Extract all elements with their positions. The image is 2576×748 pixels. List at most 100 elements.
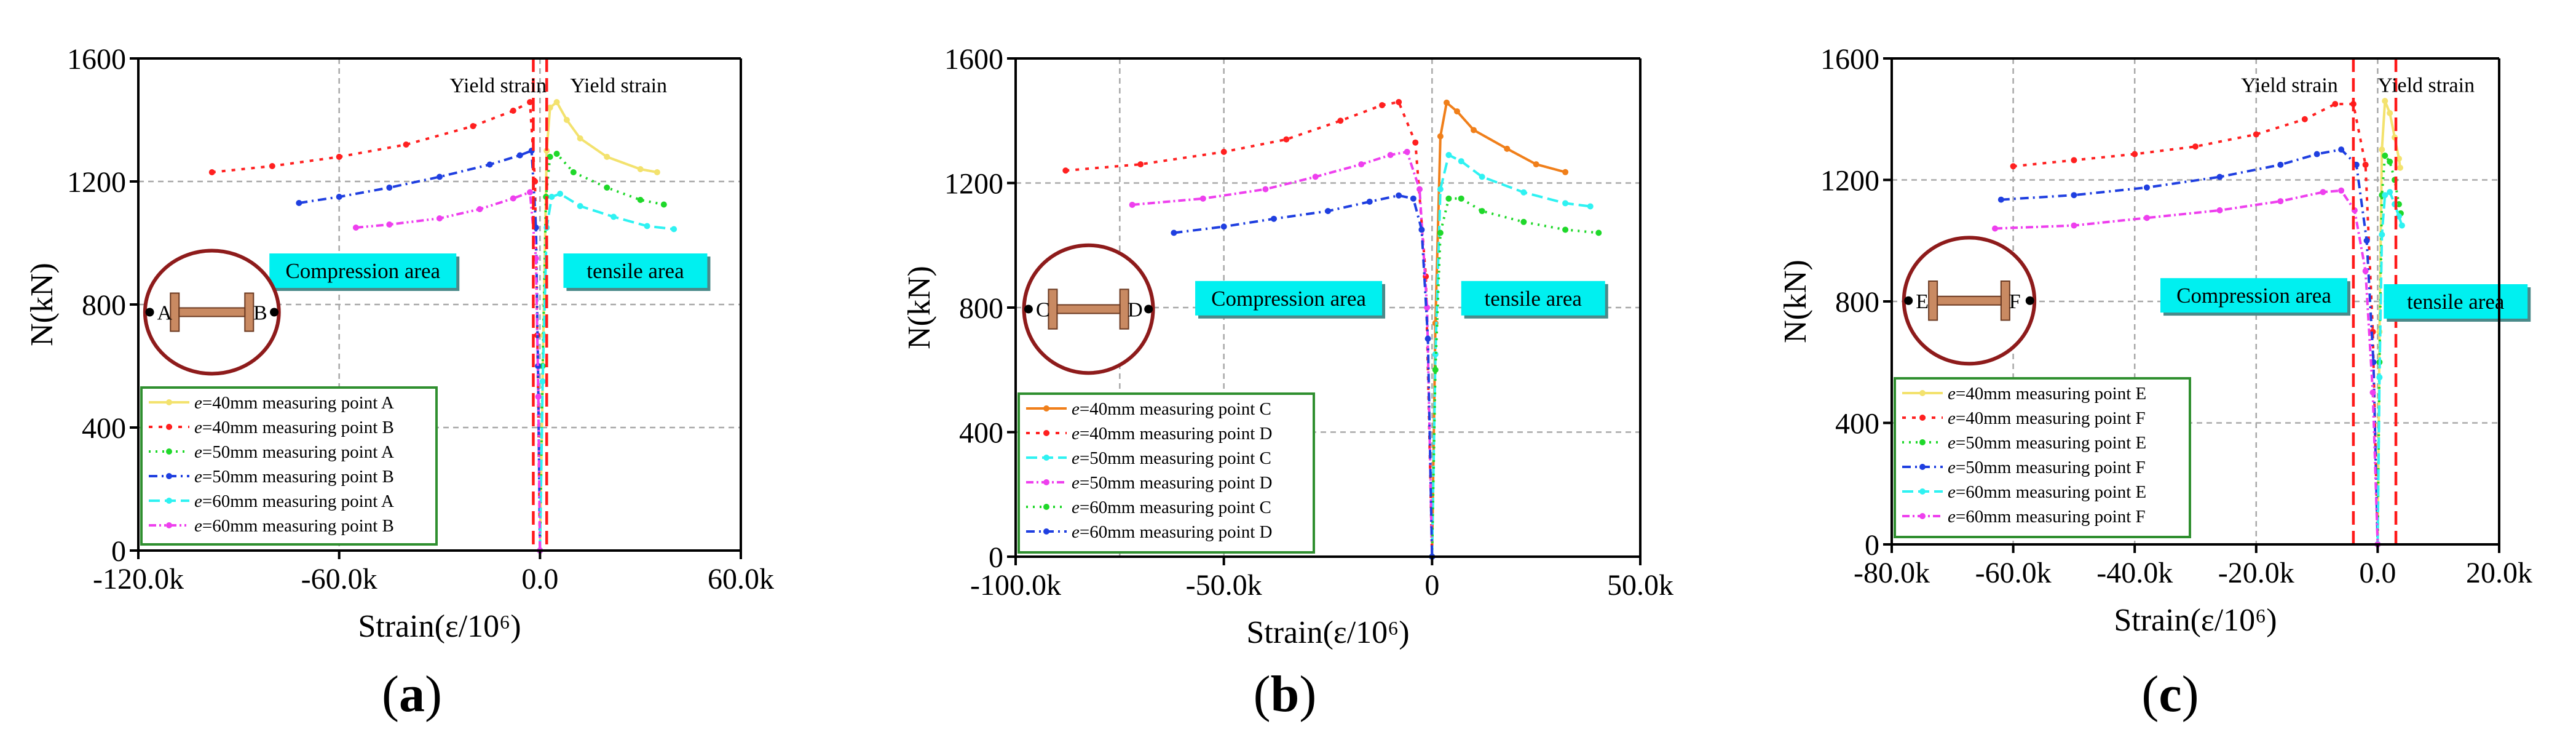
data-point (1412, 139, 1419, 146)
measuring-point-left-label: A (157, 302, 173, 325)
data-point (610, 213, 617, 220)
x-tick-label: -80.0k (1854, 557, 1930, 589)
data-point (2382, 192, 2388, 199)
data-point (1445, 151, 1452, 158)
data-point (2379, 231, 2385, 238)
data-point (1504, 145, 1511, 152)
data-point (671, 226, 678, 233)
x-tick-label: -60.0k (1975, 557, 2052, 589)
legend-entry: e=50mm measuring point B (194, 467, 394, 487)
series-line (1994, 189, 2379, 545)
data-point (1533, 161, 1539, 168)
data-point (437, 173, 443, 180)
measuring-point-right-dot (2025, 296, 2034, 305)
data-point (1437, 133, 1444, 140)
y-tick-label: 1600 (67, 43, 126, 76)
data-point (2071, 157, 2077, 164)
measuring-point-right-dot (270, 308, 279, 317)
data-point (547, 105, 553, 111)
measuring-point-right-dot (1144, 304, 1153, 314)
data-point (2277, 161, 2284, 168)
data-point (563, 117, 570, 123)
legend-entry: e=60mm measuring point B (194, 516, 394, 536)
yield-strain-label: Yield strain (2377, 74, 2475, 97)
legend-entry: e=40mm measuring point D (1072, 424, 1272, 444)
y-tick-label: 1200 (67, 166, 126, 199)
x-tick-label: 0 (1424, 569, 1439, 602)
legend-marker (1043, 455, 1049, 461)
legend-marker (1043, 430, 1049, 436)
legend-entry: e=40mm measuring point A (194, 393, 394, 413)
legend-entry: e=40mm measuring point F (1948, 408, 2146, 428)
x-tick-label: -100.0k (970, 569, 1061, 602)
y-tick-label: 800 (82, 289, 126, 322)
data-point (1062, 167, 1069, 174)
x-tick-label: 20.0k (2466, 557, 2532, 589)
data-point (1312, 173, 1319, 180)
legend-entry: e=40mm measuring point C (1072, 399, 1271, 419)
data-point (577, 135, 583, 141)
region-label: tensile area (563, 253, 711, 291)
data-point (1562, 226, 1569, 233)
x-tick-label: -60.0k (301, 563, 377, 595)
data-point (1416, 186, 1423, 193)
data-point (2369, 389, 2376, 396)
data-point (2382, 98, 2388, 105)
legend-entry: e=40mm measuring point E (1948, 384, 2146, 404)
data-point (1520, 189, 1527, 196)
data-point (2192, 143, 2199, 150)
data-point (1325, 208, 1331, 215)
region-label-box (1461, 280, 1605, 316)
legend-entry: e=60mm measuring point C (1072, 498, 1271, 517)
legend-box (1894, 377, 2191, 538)
legend-marker (1043, 504, 1049, 510)
data-point (1337, 117, 1344, 124)
x-axis-title: Strain(ε/10⁶) (1246, 615, 1409, 650)
y-tick-label: 1600 (1820, 43, 1879, 76)
y-tick-label: 400 (959, 417, 1003, 450)
data-point (403, 141, 409, 148)
x-axis-title: Strain(ε/10⁶) (2114, 603, 2277, 638)
y-tick-label: 0 (1865, 529, 1879, 562)
caption-b-letter: b (1270, 666, 1300, 723)
data-point (2216, 207, 2223, 213)
data-point (386, 185, 393, 191)
data-point (2382, 153, 2388, 159)
yield-strain-label: Yield strain (449, 74, 547, 97)
legend-entry: e=50mm measuring point E (1948, 433, 2146, 453)
chart-panel-c: Yield strain Yield strain Compression area… (1778, 43, 2532, 638)
data-point (553, 151, 560, 157)
series-line (1431, 197, 1599, 557)
data-point (437, 215, 443, 221)
caption-c-letter: c (2159, 666, 2182, 723)
legend: e=40mm measuring point A e=40mm measuring… (140, 386, 438, 546)
region-label: Compression area (269, 253, 460, 291)
data-point (604, 154, 610, 160)
measuring-point-left-dot (145, 308, 154, 317)
data-point (1595, 229, 1602, 236)
legend-box (140, 386, 438, 546)
y-tick-label: 1200 (1820, 165, 1879, 197)
data-point (1458, 195, 1464, 202)
data-point (2338, 146, 2345, 153)
data-point (1444, 99, 1450, 106)
legend-marker (1043, 479, 1049, 485)
i-beam-web (178, 307, 246, 317)
series-line (539, 193, 674, 551)
data-point (527, 99, 533, 105)
i-beam-web (1937, 295, 2002, 306)
legend-marker (166, 498, 172, 504)
measuring-point-right-label: F (2009, 290, 2021, 313)
data-point (557, 191, 563, 197)
y-tick-label: 400 (1835, 408, 1879, 440)
region-label-text: Compression area (2176, 284, 2331, 308)
data-point (1997, 196, 2004, 203)
legend-marker (166, 448, 172, 455)
series-line (2001, 148, 2379, 545)
x-tick-label: -40.0k (2096, 557, 2173, 589)
y-tick-label: 0 (111, 535, 126, 568)
x-tick-label: -50.0k (1186, 569, 1262, 602)
data-point (510, 195, 516, 202)
